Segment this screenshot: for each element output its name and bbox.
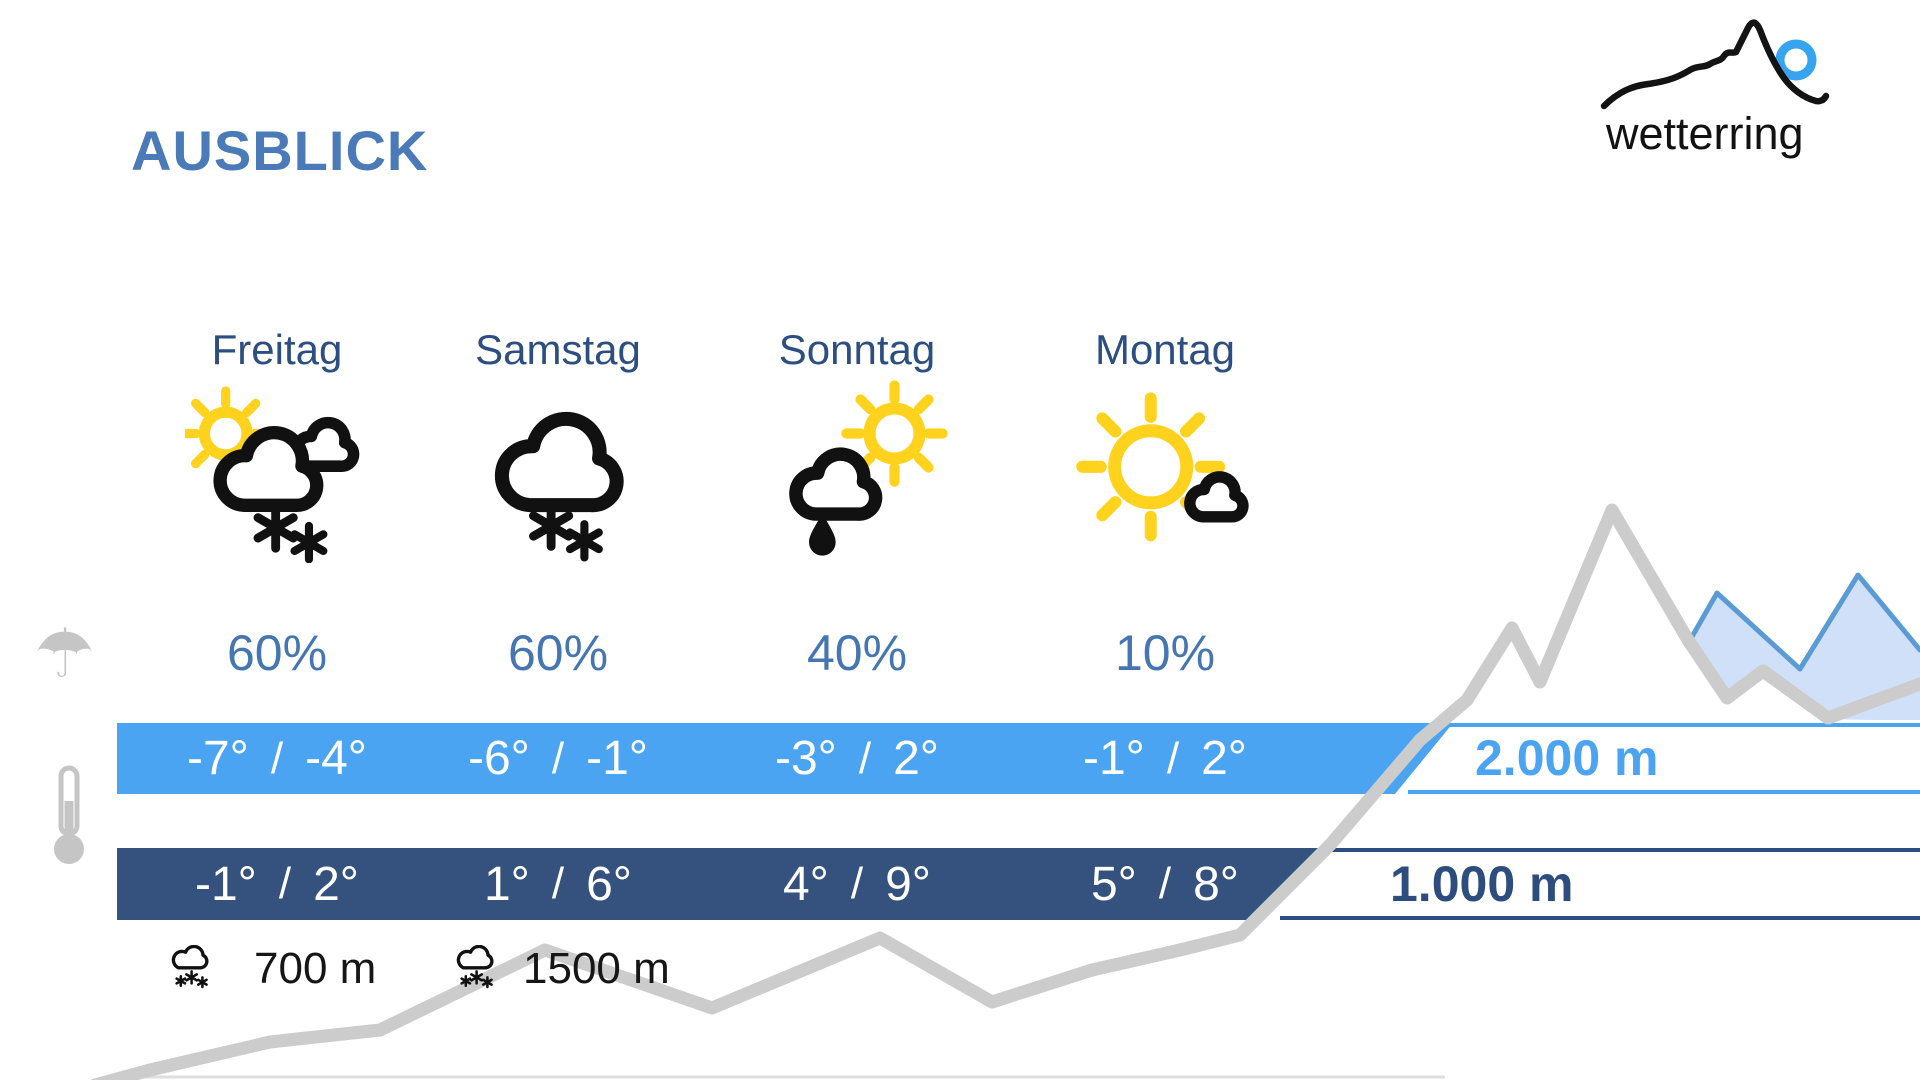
sun-behind-clouds-snow-icon xyxy=(184,386,359,563)
temp-min: -1° xyxy=(1083,732,1145,785)
temps-1000-sonntag: 4° / 9° xyxy=(707,848,1007,920)
weather-icon-wrap xyxy=(408,378,708,563)
temps-2000-sonntag: -3° / 2° xyxy=(707,723,1007,794)
logo-mountain-line xyxy=(1600,19,1830,110)
elevation-box-1000 xyxy=(1280,848,1920,920)
temp-min: 1° xyxy=(483,857,530,911)
precipitation-chance: 60% xyxy=(507,625,609,681)
elevation-label-2000: 2.000 m xyxy=(1475,730,1659,786)
temp-separator: / xyxy=(850,859,864,908)
weather-icon-wrap xyxy=(1015,378,1315,563)
precipitation-chance: 40% xyxy=(806,625,908,681)
snow-line-1500: 1500 m xyxy=(455,944,670,994)
temp-min: 5° xyxy=(1090,857,1137,911)
temp-separator: / xyxy=(551,859,565,908)
temp-max: -1° xyxy=(586,732,648,785)
temps-1000-freitag: -1° / 2° xyxy=(127,848,427,920)
sun-with-small-cloud-icon xyxy=(1075,392,1249,542)
cloud-snow-icon xyxy=(494,411,624,562)
day-column-montag: Montag 10% xyxy=(1015,326,1315,681)
temps-2000-montag: -1° / 2° xyxy=(1015,723,1315,794)
precipitation-chance: 60% xyxy=(226,625,328,681)
cloud-snow-icon xyxy=(456,945,494,989)
temp-min: -1° xyxy=(195,857,257,911)
thermometer-icon xyxy=(54,765,84,864)
elevation-label-1000: 1.000 m xyxy=(1390,856,1574,912)
temps-1000-samstag: 1° / 6° xyxy=(408,848,708,920)
sun-behind-cloud-rain-icon xyxy=(788,380,948,556)
day-label: Montag xyxy=(1094,326,1236,373)
brand-name: wetterring xyxy=(1606,108,1804,159)
snow-area-fill xyxy=(1689,575,1920,720)
temps-1000-montag: 5° / 8° xyxy=(1015,848,1315,920)
temp-max: 2° xyxy=(1201,732,1247,785)
day-label: Sonntag xyxy=(778,326,936,373)
day-column-sonntag: Sonntag 40% xyxy=(707,326,1007,681)
temp-max: 9° xyxy=(885,857,931,911)
temps-2000-samstag: -6° / -1° xyxy=(408,723,708,794)
day-label: Freitag xyxy=(211,326,343,373)
temp-separator: / xyxy=(1158,859,1172,908)
temp-separator: / xyxy=(551,733,565,783)
temp-min: -7° xyxy=(187,732,249,785)
cloud-snow-icon xyxy=(171,945,209,989)
temp-min: -3° xyxy=(775,732,837,785)
snow-line-value: 1500 m xyxy=(523,944,670,993)
temp-separator: / xyxy=(858,733,872,783)
wetterring-logo-icon xyxy=(1600,19,1830,110)
temp-min: -6° xyxy=(468,732,530,785)
weather-icon-wrap xyxy=(127,378,427,563)
temp-max: 8° xyxy=(1193,857,1239,911)
day-column-samstag: Samstag 60% xyxy=(408,326,708,681)
temp-separator: / xyxy=(270,733,284,783)
snow-line-value: 700 m xyxy=(254,944,377,993)
day-label: Samstag xyxy=(475,326,641,373)
umbrella-icon: ☂ xyxy=(34,616,95,692)
weather-icon-wrap xyxy=(707,378,1007,563)
temp-max: 2° xyxy=(893,732,939,785)
temps-2000-freitag: -7° / -4° xyxy=(127,723,427,794)
page-title: AUSBLICK xyxy=(131,119,429,182)
snow-area-edge xyxy=(1686,572,1920,672)
temp-separator: / xyxy=(1166,733,1180,783)
snow-line-700: 700 m xyxy=(170,944,376,994)
logo-sun-icon xyxy=(1775,39,1817,81)
precipitation-chance: 10% xyxy=(1114,625,1216,681)
temp-max: 2° xyxy=(313,857,359,911)
temp-min: 4° xyxy=(782,857,829,911)
temp-max: -4° xyxy=(305,732,367,785)
day-column-freitag: Freitag xyxy=(127,326,427,681)
temp-max: 6° xyxy=(586,857,632,911)
temp-separator: / xyxy=(278,859,292,908)
